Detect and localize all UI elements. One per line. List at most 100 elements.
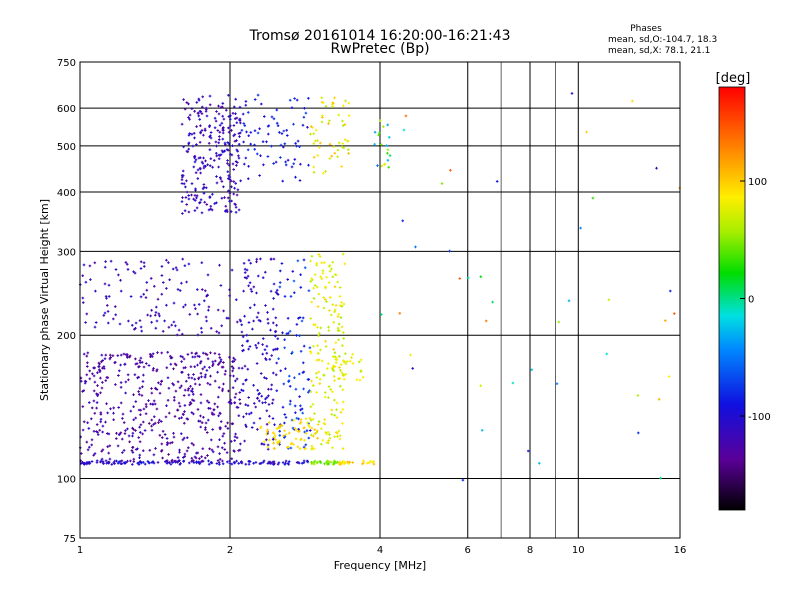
data-point [301, 316, 305, 320]
data-point [184, 196, 188, 199]
data-point [341, 344, 344, 347]
data-point [296, 461, 300, 464]
data-point [318, 331, 321, 335]
data-point [235, 298, 238, 301]
data-point [323, 261, 326, 264]
data-point [359, 358, 363, 362]
data-point [187, 387, 190, 390]
data-point [302, 426, 306, 430]
data-point [146, 460, 150, 463]
data-point [200, 129, 204, 132]
data-point [208, 124, 211, 127]
data-point [282, 382, 286, 386]
data-point [258, 174, 261, 177]
data-point [262, 443, 266, 446]
data-point [265, 352, 269, 355]
data-point [280, 262, 284, 265]
data-point [326, 441, 330, 445]
data-point [265, 423, 269, 426]
data-point [182, 366, 186, 370]
data-point [316, 436, 319, 440]
data-point [95, 401, 99, 404]
data-point [328, 433, 331, 436]
data-point [296, 259, 300, 263]
data-point [249, 287, 253, 291]
data-point [104, 379, 108, 382]
data-point [302, 387, 305, 391]
data-point [92, 399, 96, 403]
data-point [332, 102, 335, 105]
data-point [326, 367, 329, 370]
data-point [380, 313, 383, 316]
data-point [288, 98, 292, 102]
data-point [386, 159, 390, 162]
data-point [290, 106, 294, 109]
plot-frame [79, 61, 681, 539]
data-point [187, 133, 191, 137]
colorbar-tick-label: 100 [748, 177, 767, 188]
data-point [217, 414, 220, 418]
data-point [287, 460, 291, 463]
data-point [143, 429, 147, 432]
data-point [294, 411, 297, 414]
data-point [223, 196, 226, 199]
data-point [214, 359, 217, 363]
data-point [199, 171, 202, 175]
data-point [265, 433, 268, 436]
data-point [221, 434, 225, 438]
data-point [272, 117, 276, 121]
data-point [261, 140, 265, 143]
data-point [125, 263, 129, 266]
data-point [199, 414, 202, 418]
data-point [327, 396, 330, 399]
data-point [491, 300, 494, 304]
data-point [279, 156, 282, 159]
data-point [154, 313, 157, 317]
data-point [315, 358, 318, 362]
data-point [253, 129, 257, 132]
data-point [95, 392, 98, 396]
data-point [293, 158, 297, 161]
data-point [322, 306, 326, 310]
data-point [230, 457, 234, 460]
data-point [274, 330, 278, 333]
data-point [206, 163, 209, 166]
data-point [319, 275, 322, 279]
data-point [155, 369, 158, 373]
data-point [160, 351, 163, 355]
data-point [209, 131, 213, 134]
data-point [298, 395, 301, 398]
data-point [97, 365, 101, 368]
data-point [311, 461, 314, 464]
data-point [168, 461, 171, 464]
data-point [339, 369, 342, 372]
data-point [311, 418, 315, 421]
data-point [307, 436, 311, 440]
data-point [206, 382, 210, 385]
data-point [337, 338, 340, 342]
data-point [220, 365, 224, 369]
data-point [333, 398, 336, 402]
data-point [82, 301, 85, 304]
data-point [322, 296, 325, 299]
data-point [226, 196, 230, 200]
data-point [347, 101, 351, 105]
data-point [295, 323, 299, 326]
data-point [339, 316, 343, 319]
data-point [152, 453, 156, 457]
data-point [234, 211, 238, 214]
data-point [300, 407, 304, 411]
data-point [190, 456, 194, 460]
data-point [238, 402, 242, 405]
data-point [209, 157, 213, 160]
data-point [192, 197, 195, 201]
data-point [129, 295, 133, 298]
data-point [268, 414, 271, 418]
data-point [311, 403, 315, 406]
data-point [171, 461, 174, 464]
data-point [244, 156, 248, 160]
data-point [261, 276, 265, 279]
data-point [113, 462, 116, 465]
data-point [328, 142, 332, 146]
data-point [153, 285, 156, 288]
